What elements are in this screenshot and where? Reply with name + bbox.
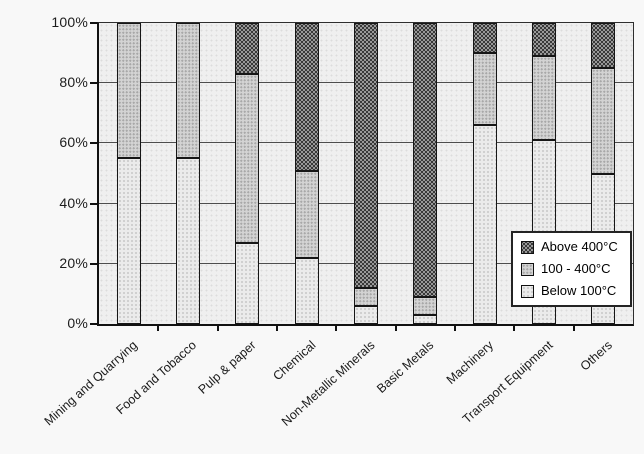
x-axis-tickmark-1: [157, 326, 160, 331]
bar-basic-metals-segment-above-400-c: [413, 23, 438, 297]
x-axis-label-mining-and-quarrying: Mining and Quarrying: [41, 338, 141, 429]
bar-mining-and-quarrying-segment-below-100-c: [116, 158, 141, 324]
bar-non-metallic-minerals-segment-100-400-c: [354, 287, 378, 306]
bar-machinery-segment-above-400-c: [472, 23, 497, 54]
x-axis-label-pulp-paper: Pulp & paper: [195, 338, 259, 397]
x-axis-tickmark-5: [394, 326, 397, 331]
bar-others-segment-100-400-c: [591, 68, 616, 174]
y-axis-label-0: 0%: [67, 315, 88, 331]
bar-non-metallic-minerals-segment-below-100-c: [354, 305, 378, 324]
legend-swatch-above-400-icon: [521, 240, 534, 254]
bar-mining-and-quarrying-segment-100-400-c: [116, 23, 141, 159]
y-axis-label-20: 20%: [59, 254, 88, 271]
bar-non-metallic-minerals-segment-above-400-c: [354, 23, 378, 288]
x-axis-label-others: Others: [577, 338, 615, 374]
y-axis-tickmark-60: [90, 142, 97, 145]
bar-basic-metals-segment-below-100-c: [413, 314, 438, 324]
bar-machinery-segment-below-100-c: [472, 125, 497, 324]
y-axis-tickmark-40: [90, 202, 97, 205]
bar-machinery-segment-100-400-c: [472, 53, 497, 126]
legend-item-100-400: 100 - 400°C: [521, 262, 622, 276]
legend-label-above-400: Above 400°C: [541, 239, 618, 254]
legend-label-100-400: 100 - 400°C: [541, 261, 611, 276]
y-axis-tickmark-0: [90, 323, 97, 325]
x-axis-tickmark-7: [513, 326, 516, 331]
y-axis-tickmark-80: [90, 82, 97, 85]
legend-swatch-below-100-icon: [521, 284, 534, 298]
legend-item-above-400: Above 400°C: [521, 240, 622, 254]
bar-pulp-paper-segment-above-400-c: [235, 23, 260, 75]
bar-chemical-segment-below-100-c: [294, 257, 319, 324]
y-axis-label-60: 60%: [59, 134, 88, 151]
y-axis-label-80: 80%: [59, 74, 88, 91]
legend-item-below-100: Below 100°C: [521, 284, 622, 298]
bar-pulp-paper-segment-100-400-c: [235, 74, 260, 243]
bar-basic-metals-segment-100-400-c: [413, 296, 438, 315]
y-axis-tickmark-20: [90, 262, 97, 265]
bar-transport-equipment-segment-above-400-c: [532, 23, 556, 57]
bar-transport-equipment-segment-100-400-c: [532, 56, 556, 141]
y-axis-label-100: 100%: [51, 14, 88, 30]
x-axis-tickmark-2: [216, 326, 219, 331]
x-axis-label-machinery: Machinery: [443, 338, 497, 387]
x-axis-label-chemical: Chemical: [269, 338, 319, 384]
legend-label-below-100: Below 100°C: [541, 283, 617, 298]
y-axis-tickmark-100: [90, 22, 97, 24]
x-axis-tickmark-8: [572, 326, 575, 331]
y-axis-label-40: 40%: [59, 194, 88, 211]
x-axis-tickmark-4: [335, 326, 338, 331]
bar-chemical-segment-100-400-c: [294, 170, 319, 258]
bar-others-segment-above-400-c: [591, 23, 616, 69]
legend-swatch-100-400-icon: [521, 262, 534, 276]
x-axis-label-basic-metals: Basic Metals: [374, 338, 437, 396]
x-axis-tickmark-3: [276, 326, 278, 331]
bar-pulp-paper-segment-below-100-c: [235, 242, 260, 324]
x-axis-tickmark-6: [454, 326, 456, 331]
bar-food-and-tobacco-segment-below-100-c: [176, 158, 200, 324]
bar-chemical-segment-above-400-c: [294, 23, 319, 171]
legend: Above 400°C 100 - 400°C Below 100°C: [511, 231, 632, 307]
bar-food-and-tobacco-segment-100-400-c: [176, 23, 200, 159]
